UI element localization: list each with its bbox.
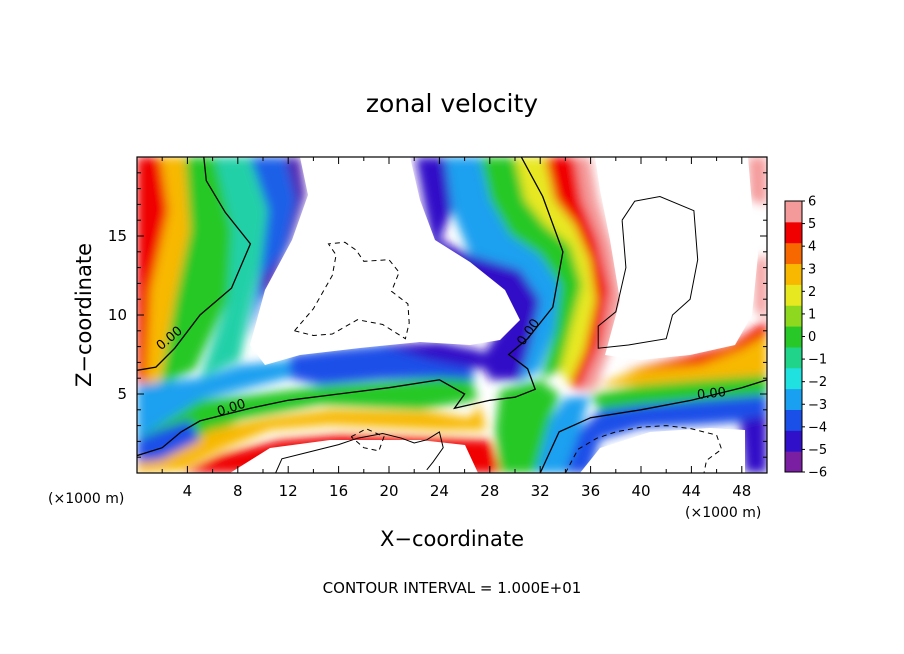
colorbar-tick-labels: 6 5 4 3 2 1 0 −1 −2 −3 −4 −5 −6 xyxy=(802,195,827,481)
colorbar-swatch xyxy=(785,242,802,265)
colorbar-tick-label: −2 xyxy=(808,375,827,390)
x-tick-label: 28 xyxy=(480,482,499,500)
colorbar-tick-label: 0 xyxy=(808,330,816,345)
x-axis-label: X−coordinate xyxy=(380,527,524,551)
positive-contour-line xyxy=(275,431,444,473)
y-tick-label: 10 xyxy=(108,306,127,324)
contour-label: 0.00 xyxy=(696,385,726,403)
x-axis-ticks: 4 8 12 16 20 24 28 32 36 40 44 48 xyxy=(161,157,751,500)
colorbar-swatch xyxy=(785,451,802,473)
contour-interval-note: CONTOUR INTERVAL = 1.000E+01 xyxy=(323,579,582,597)
colorbar-swatch xyxy=(785,326,802,348)
colorbar-tick-label: −4 xyxy=(808,420,827,435)
zero-contour-line xyxy=(137,157,252,371)
x-unit-label-left: (×1000 m) xyxy=(48,491,124,507)
x-tick-label: 20 xyxy=(379,482,398,500)
x-tick-label: 44 xyxy=(682,482,701,500)
colorbar-tick-label: 5 xyxy=(808,217,816,232)
chart-title: zonal velocity xyxy=(366,89,538,118)
zero-contour-line xyxy=(539,379,767,473)
x-tick-label: 12 xyxy=(279,482,298,500)
x-tick-label: 4 xyxy=(183,482,193,500)
negative-contour-line xyxy=(564,425,723,473)
colorbar-tick-label: −1 xyxy=(808,353,827,368)
colorbar-tick-label: −3 xyxy=(808,398,827,413)
x-tick-label: 8 xyxy=(233,482,243,500)
colorbar-swatch xyxy=(785,388,802,410)
y-axis-ticks: 5 10 15 xyxy=(108,172,767,458)
colorbar-tick-label: 4 xyxy=(808,240,816,255)
velocity-field xyxy=(137,157,767,473)
colorbar xyxy=(784,200,803,473)
y-axis-label: Z−coordinate xyxy=(72,243,96,387)
y-tick-label: 15 xyxy=(108,227,127,245)
colorbar-swatch xyxy=(785,221,802,244)
colorbar-swatch xyxy=(785,201,802,223)
colorbar-swatch xyxy=(785,284,802,306)
x-tick-label: 16 xyxy=(329,482,348,500)
x-tick-label: 40 xyxy=(631,482,650,500)
positive-contour-line xyxy=(597,195,699,349)
colorbar-tick-label: −5 xyxy=(808,443,827,458)
colorbar-swatch xyxy=(785,263,802,285)
colorbar-tick-label: 2 xyxy=(808,285,816,300)
colorbar-tick-label: −6 xyxy=(808,466,827,481)
negative-contour-line xyxy=(294,241,410,340)
colorbar-swatch xyxy=(785,430,802,452)
x-tick-label: 48 xyxy=(732,482,751,500)
x-tick-label: 36 xyxy=(581,482,600,500)
colorbar-swatch xyxy=(785,305,802,327)
colorbar-swatch xyxy=(785,346,802,369)
colorbar-swatch xyxy=(785,367,802,390)
colorbar-tick-label: 3 xyxy=(808,262,816,277)
zero-contour-line xyxy=(137,157,564,457)
y-tick-label: 5 xyxy=(117,385,127,403)
contour-lines xyxy=(137,157,767,473)
colorbar-tick-label: 6 xyxy=(808,195,816,210)
x-unit-label-right: (×1000 m) xyxy=(685,505,761,521)
x-tick-label: 32 xyxy=(531,482,550,500)
colorbar-tick-label: 1 xyxy=(808,307,816,322)
colorbar-swatch xyxy=(785,409,802,431)
x-tick-label: 24 xyxy=(430,482,449,500)
